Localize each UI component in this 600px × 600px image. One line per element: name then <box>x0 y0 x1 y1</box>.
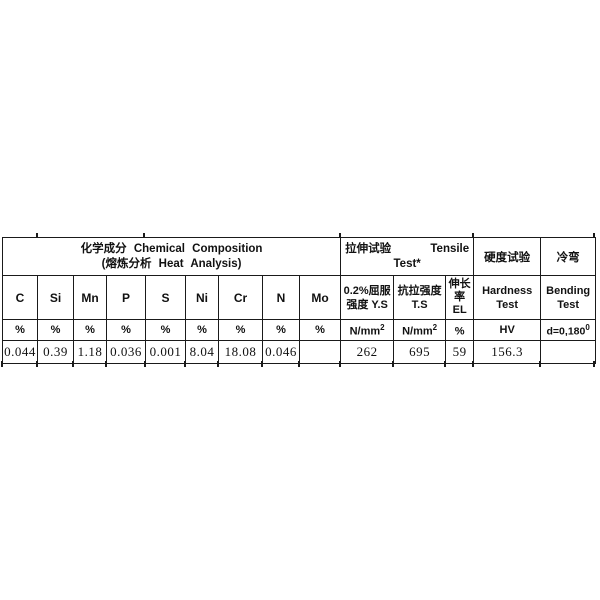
value-hardness: 156.3 <box>473 340 542 364</box>
element-header-ni: Ni <box>185 275 219 320</box>
element-header-mo: Mo <box>298 275 342 320</box>
crop-tick <box>105 361 107 367</box>
crop-tick <box>143 233 145 238</box>
tensile-test-header: 拉伸试验 Tensile Test* <box>340 237 475 276</box>
unit-el: % <box>445 319 475 341</box>
tensile-title-line1: 拉伸试验 Tensile <box>342 242 473 257</box>
unit-ts-sup: 2 <box>432 322 438 332</box>
element-header-p: P <box>106 275 146 320</box>
units-row: % % % % % % % % % N/mm2 N/mm2 % HV d=0,1… <box>2 319 597 341</box>
crop-tick <box>144 361 146 367</box>
unit-bending: d=0,1800 <box>540 319 597 341</box>
unit-percent-p: % <box>106 319 146 341</box>
elongation-label-line2: 率 <box>454 291 466 303</box>
crop-tick <box>444 361 446 367</box>
value-s: 0.001 <box>145 340 186 364</box>
chemical-composition-header: 化学成分 Chemical Composition (熔炼分析 Heat Ana… <box>1 237 342 276</box>
tensile-title-zh: 拉伸试验 <box>345 242 392 255</box>
unit-percent-cr: % <box>218 319 263 341</box>
value-p: 0.036 <box>106 340 146 364</box>
bending-label: Bending Test <box>540 275 597 320</box>
element-header-cr: Cr <box>218 275 263 320</box>
tensile-strength-label-line1: 抗拉强度 <box>397 284 442 297</box>
crop-tick <box>298 361 300 367</box>
unit-ys: N/mm2 <box>340 319 395 341</box>
unit-percent-mn: % <box>73 319 107 341</box>
crop-tick <box>593 361 595 367</box>
hardness-label: Hardness Test <box>473 275 542 320</box>
crop-tick <box>217 361 219 367</box>
yield-strength-label-line2: 强度 Y.S <box>346 298 388 311</box>
crop-tick <box>1 361 3 367</box>
value-elongation: 59 <box>445 340 475 364</box>
element-header-n: N <box>262 275 300 320</box>
crop-tick <box>539 361 541 367</box>
value-cr: 18.08 <box>218 340 263 364</box>
unit-bending-sup: 0 <box>585 322 590 332</box>
value-mn: 1.18 <box>73 340 107 364</box>
unit-percent-ni: % <box>185 319 219 341</box>
unit-bending-base: d=0,180 <box>546 325 586 338</box>
chem-title-zh-en: 化学成分 Chemical Composition <box>80 242 263 255</box>
unit-percent-si: % <box>37 319 74 341</box>
crop-tick <box>472 233 474 238</box>
crop-tick <box>36 233 38 238</box>
unit-percent-mo: % <box>298 319 342 341</box>
value-bending <box>540 340 597 364</box>
hardness-label-line1: Hardness <box>482 284 533 297</box>
crop-tick <box>392 361 394 367</box>
yield-strength-label-line1: 0.2%屈服 <box>343 284 391 297</box>
crop-tick <box>72 361 74 367</box>
crop-tick <box>472 361 474 367</box>
crop-tick <box>339 233 341 238</box>
crop-tick <box>184 361 186 367</box>
tensile-strength-header: 抗拉强度 T.S <box>393 275 447 320</box>
test-certificate-table: 化学成分 Chemical Composition (熔炼分析 Heat Ana… <box>1 237 597 364</box>
unit-percent-c: % <box>2 319 38 341</box>
unit-ts: N/mm2 <box>393 319 447 341</box>
element-header-s: S <box>145 275 186 320</box>
tensile-title-en: Tensile <box>430 242 470 255</box>
value-mo <box>298 340 342 364</box>
value-tensile-strength: 695 <box>393 340 447 364</box>
value-si: 0.39 <box>37 340 74 364</box>
crop-tick <box>261 361 263 367</box>
element-header-si: Si <box>37 275 74 320</box>
values-row: 0.044 0.39 1.18 0.036 0.001 8.04 18.08 0… <box>2 340 597 364</box>
yield-strength-header: 0.2%屈服 强度 Y.S <box>340 275 395 320</box>
elongation-label-line3: EL <box>452 304 467 316</box>
unit-ys-sup: 2 <box>380 322 385 332</box>
value-ni: 8.04 <box>185 340 219 364</box>
value-n: 0.046 <box>262 340 300 364</box>
chem-subtitle: (熔炼分析 Heat Analysis) <box>101 257 242 270</box>
value-yield-strength: 262 <box>340 340 395 364</box>
hardness-label-line2: Test <box>496 298 519 311</box>
element-header-mn: Mn <box>73 275 107 320</box>
header-row: 化学成分 Chemical Composition (熔炼分析 Heat Ana… <box>1 237 597 276</box>
unit-ys-base: N/mm <box>349 325 381 338</box>
unit-ts-base: N/mm <box>402 325 433 338</box>
tensile-strength-label-line2: T.S <box>411 298 428 311</box>
element-header-c: C <box>2 275 38 320</box>
unit-el-base: % <box>454 325 465 338</box>
bending-test-header: 冷弯 <box>540 237 597 276</box>
tensile-title-line2: Test* <box>393 257 421 270</box>
unit-percent-s: % <box>145 319 186 341</box>
bending-label-line1: Bending <box>546 284 591 297</box>
crop-tick <box>36 361 38 367</box>
elongation-label-line1: 伸长 <box>448 278 471 290</box>
crop-tick <box>339 361 341 367</box>
value-c: 0.044 <box>2 340 38 364</box>
unit-hardness: HV <box>473 319 542 341</box>
column-label-row: C Si Mn P S Ni Cr N Mo 0.2%屈服 强度 Y.S 抗拉强… <box>2 275 597 320</box>
unit-percent-n: % <box>262 319 300 341</box>
elongation-header: 伸长 率 EL <box>445 275 475 320</box>
hardness-test-header: 硬度试验 <box>473 237 542 276</box>
bending-label-line2: Test <box>557 298 580 311</box>
crop-tick <box>593 233 595 238</box>
